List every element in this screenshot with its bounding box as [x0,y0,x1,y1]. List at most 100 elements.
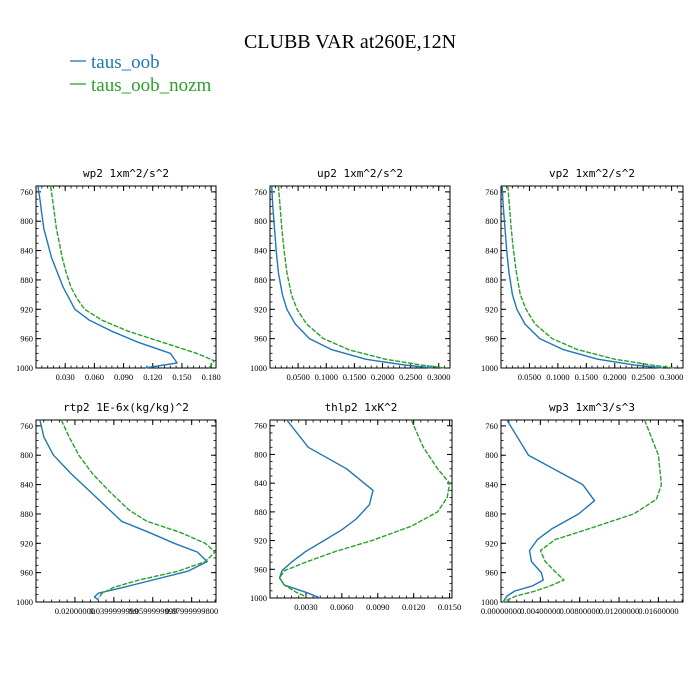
ytick-label-3-4: 920 [20,538,33,548]
ytick-label-4-3: 880 [254,507,267,517]
xtick-label-0-4: 0.150 [172,372,191,382]
xtick-label-4-0: 0.0030 [294,602,317,612]
xtick-label-5-1: 0.00400000 [520,606,560,616]
xtick-label-4-1: 0.0060 [330,602,353,612]
ytick-label-1-1: 800 [254,216,267,226]
panel-4: thlp2 1xK^2 760 800 840 880 920 960 1000 0.0030 0… [250,401,461,612]
ytick-label-0-2: 840 [20,246,33,256]
panel-frame-2 [500,185,684,369]
ytick-label-1-6: 1000 [250,363,267,373]
xtick-label-1-5: 0.3000 [427,372,450,382]
xtick-label-2-1: 0.1000 [546,372,569,382]
ytick-label-5-3: 880 [485,509,498,519]
ytick-label-0-3: 880 [20,275,33,285]
xtick-label-0-1: 0.060 [85,372,104,382]
ytick-label-2-5: 960 [485,334,498,344]
ytick-label-2-1: 800 [485,216,498,226]
ytick-label-5-6: 1000 [481,597,498,607]
xtick-label-5-0: 0.00000000 [481,606,521,616]
ytick-label-0-4: 920 [20,304,33,314]
xtick-label-3-3: 0.07999999800 [165,606,218,616]
legend-label-1: taus_oob_nozm [91,75,212,96]
panel-title-3: rtp2 1E-6x(kg/kg)^2 [63,401,189,414]
ytick-label-5-5: 960 [485,568,498,578]
xtick-label-3-2: 0.0599999999 [128,606,177,616]
ytick-label-3-6: 1000 [16,597,33,607]
ytick-label-1-5: 960 [254,334,267,344]
ytick-label-2-3: 880 [485,275,498,285]
series-line-taus_oob-5 [502,419,596,603]
ytick-label-0-6: 1000 [16,363,33,373]
ytick-label-5-2: 840 [485,480,498,490]
xtick-label-5-4: 0.01600000 [638,606,678,616]
panels: wp2 1xm^2/s^2 760 800 840 880 920 960 1000 0.030… [16,167,684,616]
xtick-label-3-0: 0.02000000 [55,606,95,616]
ytick-label-0-1: 800 [20,216,33,226]
xtick-label-5-2: 0.00800000 [560,606,600,616]
panel-frame-3 [35,419,217,603]
series-line-taus_oob_nozm-1 [277,185,445,369]
series-line-taus_oob_nozm-5 [502,419,663,603]
ytick-label-2-4: 920 [485,304,498,314]
xtick-label-2-3: 0.2000 [603,372,626,382]
panel-frame-1 [269,185,451,369]
ytick-label-1-2: 840 [254,246,267,256]
panel-1: up2 1xm^2/s^2 760 800 840 880 920 960 1000 0.050… [250,167,451,382]
panel-frame-5 [500,419,684,603]
ytick-label-4-5: 960 [254,564,267,574]
xtick-label-4-4: 0.0150 [438,602,461,612]
xtick-label-1-4: 0.2500 [399,372,422,382]
ytick-label-1-3: 880 [254,275,267,285]
xtick-label-2-2: 0.1500 [575,372,598,382]
series-line-taus_oob_nozm-0 [49,185,215,369]
xtick-label-1-2: 0.1500 [343,372,366,382]
xtick-label-0-5: 0.180 [202,372,221,382]
series-line-taus_oob-0 [37,185,178,369]
xtick-label-0-0: 0.030 [56,372,75,382]
ytick-label-1-0: 760 [254,187,267,197]
xtick-label-4-2: 0.0090 [366,602,389,612]
panel-2: vp2 1xm^2/s^2 760 800 840 880 920 960 1000 0.050… [481,167,684,382]
xtick-label-1-0: 0.0500 [286,372,309,382]
ytick-label-3-3: 880 [20,509,33,519]
panel-3: rtp2 1E-6x(kg/kg)^2 760 800 840 880 920 960 100… [16,401,218,616]
xtick-label-0-3: 0.120 [143,372,162,382]
ytick-label-4-1: 800 [254,449,267,459]
series-line-taus_oob-1 [271,185,434,369]
ytick-label-5-4: 920 [485,538,498,548]
ytick-label-4-2: 840 [254,478,267,488]
series-line-taus_oob-2 [501,185,664,369]
ytick-label-0-5: 960 [20,334,33,344]
ytick-label-5-1: 800 [485,450,498,460]
xtick-label-0-2: 0.090 [114,372,133,382]
panel-0: wp2 1xm^2/s^2 760 800 840 880 920 960 1000 0.030… [16,167,221,382]
series-line-taus_oob_nozm-4 [278,419,451,598]
series-line-taus_oob-3 [39,419,208,601]
legend: taus_oob taus_oob_nozm [70,52,212,96]
ytick-label-3-1: 800 [20,450,33,460]
ytick-label-0-0: 760 [20,187,33,197]
ytick-label-2-0: 760 [485,187,498,197]
ytick-label-2-6: 1000 [481,363,498,373]
panel-title-0: wp2 1xm^2/s^2 [83,167,169,180]
series-line-taus_oob_nozm-2 [507,185,675,369]
ytick-label-2-2: 840 [485,246,498,256]
legend-label-0: taus_oob [91,52,160,73]
xtick-label-2-5: 0.3000 [660,372,683,382]
panel-frame-4 [269,419,453,599]
xtick-label-2-0: 0.0500 [518,372,541,382]
ytick-label-3-5: 960 [20,568,33,578]
figure-title: CLUBB VAR at260E,12N [244,31,456,53]
panel-title-1: up2 1xm^2/s^2 [317,167,403,180]
xtick-label-3-1: 0.0399999999 [89,606,138,616]
panel-frame-0 [35,185,217,369]
ytick-label-3-0: 760 [20,421,33,431]
xtick-label-1-3: 0.2000 [371,372,394,382]
series-line-taus_oob_nozm-3 [60,419,216,599]
ytick-label-3-2: 840 [20,480,33,490]
ytick-label-4-4: 920 [254,536,267,546]
xtick-label-1-1: 0.1000 [315,372,338,382]
xtick-label-5-3: 0.01200000 [599,606,639,616]
panel-title-4: thlp2 1xK^2 [325,401,398,414]
